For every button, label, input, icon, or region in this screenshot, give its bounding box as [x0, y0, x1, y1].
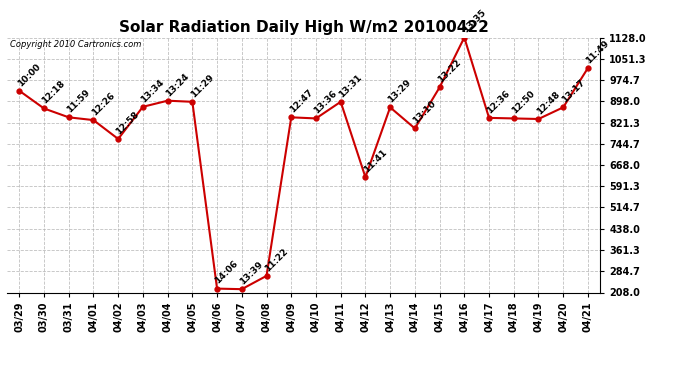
Text: 12:26: 12:26 [90, 91, 117, 117]
Text: 11:49: 11:49 [584, 38, 611, 65]
Text: 10:00: 10:00 [16, 62, 42, 88]
Text: 13:36: 13:36 [313, 89, 339, 116]
Text: 13:35: 13:35 [461, 8, 487, 35]
Text: 11:41: 11:41 [362, 148, 388, 174]
Text: 12:50: 12:50 [510, 89, 537, 116]
Text: 13:17: 13:17 [560, 78, 586, 105]
Text: 13:29: 13:29 [386, 78, 413, 105]
Title: Solar Radiation Daily High W/m2 20100422: Solar Radiation Daily High W/m2 20100422 [119, 20, 489, 35]
Text: 12:36: 12:36 [486, 88, 512, 115]
Text: 13:34: 13:34 [139, 77, 166, 104]
Text: 12:58: 12:58 [115, 110, 141, 136]
Text: 14:06: 14:06 [213, 259, 240, 286]
Text: 12:48: 12:48 [535, 90, 562, 116]
Text: 13:31: 13:31 [337, 72, 364, 99]
Text: 13:22: 13:22 [436, 58, 462, 85]
Text: Copyright 2010 Cartronics.com: Copyright 2010 Cartronics.com [10, 40, 141, 49]
Text: 13:10: 13:10 [411, 99, 437, 126]
Text: 11:29: 11:29 [189, 72, 215, 99]
Text: 11:59: 11:59 [65, 88, 92, 114]
Text: 12:18: 12:18 [41, 79, 67, 106]
Text: 13:24: 13:24 [164, 71, 190, 98]
Text: 11:22: 11:22 [263, 246, 290, 273]
Text: 12:47: 12:47 [288, 88, 315, 114]
Text: 13:39: 13:39 [238, 260, 265, 286]
